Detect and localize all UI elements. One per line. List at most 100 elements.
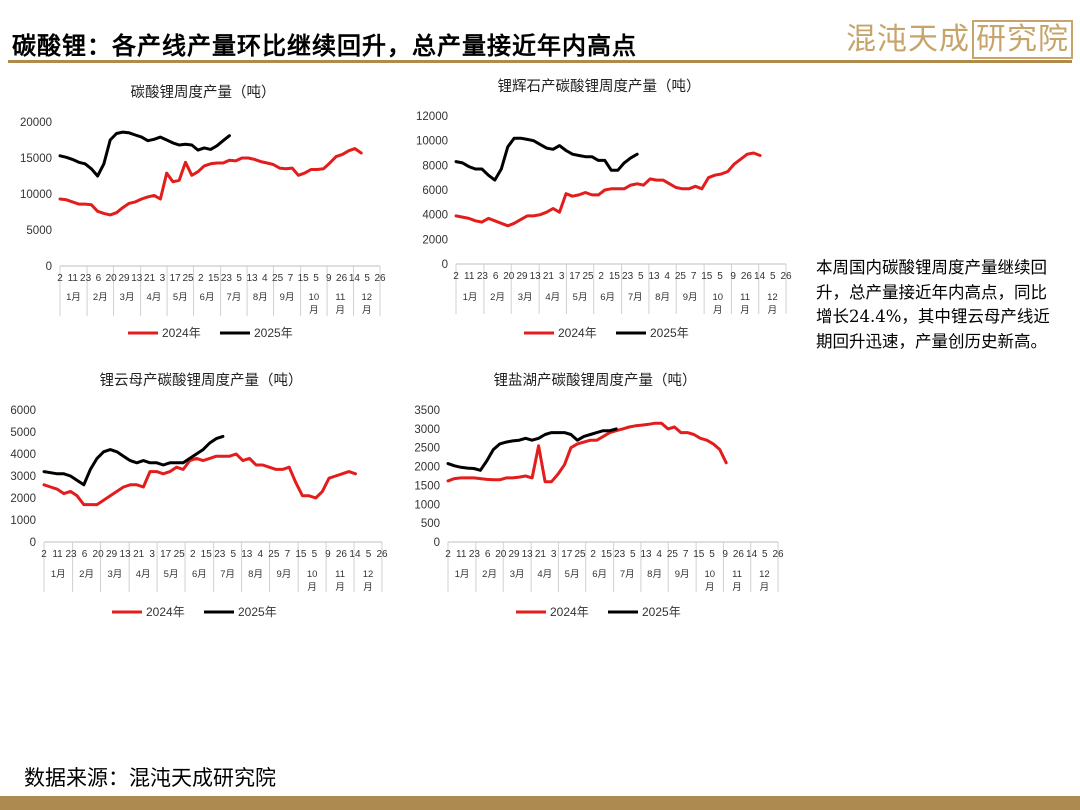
x-tick-label: 6 — [493, 271, 499, 282]
month-label: 8月 — [647, 569, 662, 580]
y-tick-label: 3500 — [414, 405, 440, 417]
legend-label: 2024年 — [550, 605, 589, 619]
chart-title: 锂辉石产碳酸锂周度产量（吨） — [498, 78, 701, 95]
month-label: 9月 — [280, 292, 295, 303]
x-tick-label: 6 — [82, 549, 88, 560]
x-tick-label: 17 — [569, 271, 581, 282]
x-tick-label: 5 — [313, 273, 319, 284]
x-tick-label: 23 — [477, 271, 489, 282]
month-label: 6月 — [200, 292, 215, 303]
x-tick-label: 13 — [648, 271, 660, 282]
month-label: 11 月 — [335, 292, 345, 316]
x-tick-label: 23 — [80, 273, 92, 284]
month-label: 1月 — [66, 292, 81, 303]
month-label: 2月 — [93, 292, 108, 303]
x-tick-label: 20 — [503, 271, 515, 282]
y-tick-label: 10000 — [20, 189, 52, 201]
chart-salt-lake-production: 锂盐湖产碳酸锂周度产量（吨） 0 500 1000 1500 2000 2500 3000 35… — [400, 362, 796, 628]
x-tick-label: 15 — [609, 271, 621, 282]
x-tick-label: 3 — [551, 549, 557, 560]
month-label: 5月 — [565, 569, 580, 580]
x-tick-label: 23 — [469, 549, 481, 560]
x-tick-label: 15 — [601, 549, 613, 560]
x-tick-label: 25 — [174, 549, 186, 560]
x-tick-label: 26 — [741, 271, 753, 282]
month-label: 6月 — [192, 569, 207, 580]
x-tick-label: 13 — [131, 273, 143, 284]
legend-label: 2025年 — [254, 326, 293, 340]
x-tick-label: 11 — [52, 549, 63, 560]
x-tick-label: 5 — [312, 549, 318, 560]
x-tick-label: 2 — [41, 549, 47, 560]
x-tick-label: 26 — [376, 549, 388, 560]
legend-label: 2025年 — [642, 605, 681, 619]
chart-title: 锂云母产碳酸锂周度产量（吨） — [100, 372, 303, 389]
y-tick-label: 6000 — [10, 405, 36, 417]
bottom-bar — [0, 796, 1080, 810]
month-label: 3月 — [518, 292, 533, 303]
x-tick-label: 7 — [691, 271, 697, 282]
month-label: 12 月 — [361, 292, 372, 316]
month-label: 9月 — [683, 292, 698, 303]
x-tick-label: 14 — [754, 271, 766, 282]
month-label: 11 月 — [740, 292, 750, 316]
series-line-0 — [446, 421, 728, 484]
y-tick-label: 8000 — [422, 160, 448, 172]
series-line-1 — [446, 427, 618, 472]
month-label: 1月 — [455, 569, 470, 580]
x-tick-label: 11 — [456, 549, 467, 560]
x-tick-label: 15 — [201, 549, 213, 560]
page-title: 碳酸锂：各产线产量环比继续回升，总产量接近年内高点 — [12, 31, 637, 60]
x-tick-label: 6 — [96, 273, 102, 284]
y-tick-label: 2000 — [414, 462, 440, 474]
month-label: 9月 — [675, 569, 690, 580]
x-tick-label: 7 — [285, 549, 291, 560]
x-tick-label: 14 — [349, 549, 361, 560]
y-tick-label: 500 — [421, 518, 440, 530]
x-tick-label: 5 — [770, 271, 776, 282]
month-label: 4月 — [146, 292, 161, 303]
x-tick-label: 9 — [722, 549, 728, 560]
x-tick-label: 9 — [325, 549, 331, 560]
x-tick-label: 21 — [535, 549, 547, 560]
x-tick-label: 13 — [522, 549, 534, 560]
x-tick-label: 17 — [160, 549, 172, 560]
x-tick-label: 26 — [772, 549, 784, 560]
brand-logo: 混沌天成 研究院 — [846, 14, 1073, 59]
x-tick-label: 25 — [667, 549, 679, 560]
series-line-1 — [454, 136, 639, 182]
month-label: 5月 — [173, 292, 188, 303]
month-label: 8月 — [253, 292, 268, 303]
logo-text: 混沌天成 — [846, 22, 970, 57]
month-label: 5月 — [573, 292, 588, 303]
month-label: 9月 — [276, 569, 291, 580]
x-tick-label: 2 — [445, 549, 451, 560]
logo-boxed-text: 研究院 — [972, 20, 1073, 59]
x-tick-label: 5 — [762, 549, 768, 560]
x-tick-label: 5 — [638, 271, 644, 282]
month-label: 7月 — [220, 569, 235, 580]
x-tick-label: 25 — [574, 549, 586, 560]
x-tick-label: 26 — [780, 271, 792, 282]
x-tick-label: 26 — [336, 273, 348, 284]
x-tick-label: 14 — [349, 273, 361, 284]
legend-label: 2025年 — [238, 605, 277, 619]
month-label: 10 月 — [704, 569, 715, 593]
x-tick-label: 3 — [160, 273, 166, 284]
x-tick-label: 21 — [133, 549, 145, 560]
series-line-1 — [42, 434, 225, 487]
y-tick-label: 4000 — [422, 210, 448, 222]
x-tick-label: 17 — [561, 549, 573, 560]
chart-title: 锂盐湖产碳酸锂周度产量（吨） — [494, 372, 697, 389]
x-tick-label: 4 — [664, 271, 670, 282]
month-label: 3月 — [120, 292, 135, 303]
series-line-0 — [58, 147, 363, 217]
x-tick-label: 17 — [170, 273, 182, 284]
y-tick-label: 2000 — [422, 234, 448, 246]
chart-svg: 锂云母产碳酸锂周度产量（吨） 0 1000 2000 3000 4000 5000 6000 2… — [10, 372, 388, 619]
month-label: 2月 — [490, 292, 505, 303]
commentary-text: 本周国内碳酸锂周度产量继续回升，总产量接近年内高点，同比增长24.4%，其中锂云… — [816, 258, 1050, 351]
x-tick-label: 5 — [630, 549, 636, 560]
x-tick-label: 13 — [530, 271, 542, 282]
